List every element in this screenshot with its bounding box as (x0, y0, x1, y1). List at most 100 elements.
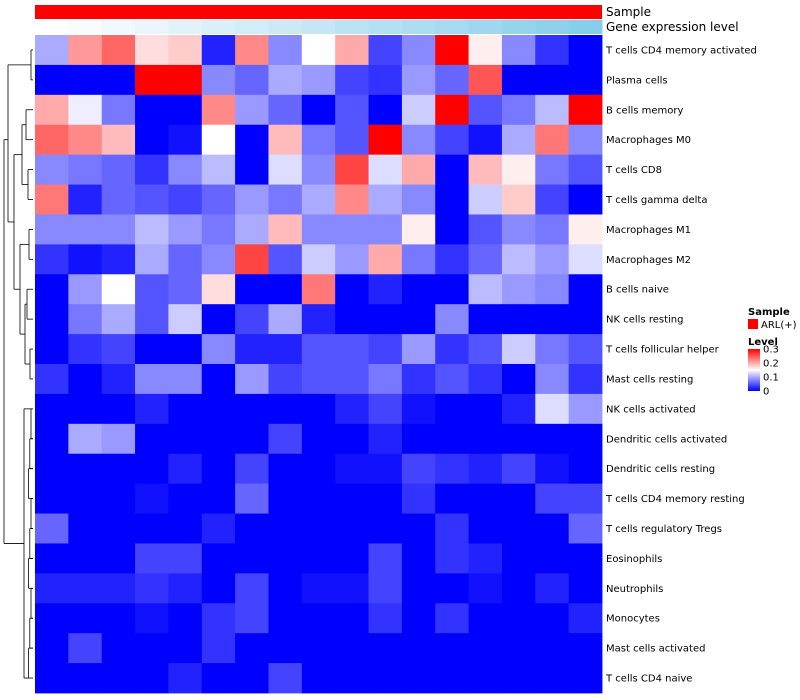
heatmap-cell (135, 124, 169, 156)
heatmap-cell (168, 35, 203, 66)
heatmap-cell (335, 304, 369, 335)
heatmap-cell (35, 304, 69, 335)
heatmap-cell (501, 393, 536, 425)
heatmap-cell (101, 94, 136, 126)
heatmap-cell (35, 633, 69, 664)
annotation-cell-expression (168, 20, 203, 34)
annotation-cell-expression (368, 20, 403, 34)
heatmap-cell (168, 423, 203, 455)
heatmap-cell (101, 573, 136, 604)
row-label: Eosinophils (606, 554, 662, 565)
heatmap-cell (201, 124, 236, 156)
legend-sample-swatch (748, 319, 758, 329)
heatmap-cell (135, 64, 169, 96)
heatmap-cell (568, 633, 603, 664)
heatmap-cell (135, 513, 169, 544)
heatmap-cell (435, 124, 469, 156)
heatmap-cell (535, 214, 570, 245)
heatmap-cell (468, 364, 503, 395)
heatmap-cell (201, 154, 236, 185)
heatmap-cell (235, 64, 269, 96)
heatmap-cell (535, 633, 570, 664)
heatmap-cell (435, 513, 469, 544)
heatmap-cell (468, 334, 503, 365)
heatmap-cell (68, 453, 103, 485)
heatmap-cell (135, 364, 169, 395)
row-label: T cells CD4 naive (605, 674, 692, 685)
row-label: NK cells resting (606, 315, 683, 326)
annotation-cell-expression (135, 20, 169, 34)
heatmap-cell (35, 453, 69, 485)
heatmap-cell (101, 483, 136, 514)
heatmap-cell (68, 573, 103, 604)
heatmap-cell (535, 603, 570, 634)
row-label: Plasma cells (606, 75, 668, 86)
heatmap-cell (235, 154, 269, 185)
heatmap-cell (301, 334, 336, 365)
heatmap-cell (68, 304, 103, 335)
heatmap-cell (568, 573, 603, 604)
heatmap-cell (301, 35, 336, 66)
heatmap-cell (368, 35, 403, 66)
heatmap-cell (468, 633, 503, 664)
heatmap-cell (235, 304, 269, 335)
heatmap-cell (368, 274, 403, 305)
heatmap-cell (568, 64, 603, 96)
heatmap-cell (201, 64, 236, 96)
row-label: Mast cells resting (606, 374, 693, 385)
heatmap-cell (435, 94, 469, 126)
heatmap-cell (435, 483, 469, 514)
heatmap-cell (435, 334, 469, 365)
annotation-bar-sample (35, 5, 602, 19)
heatmap-cell (335, 633, 369, 664)
heatmap-cell (335, 393, 369, 425)
heatmap-cell (301, 274, 336, 305)
annotation-cell-expression (501, 20, 536, 34)
heatmap-cell (535, 94, 570, 126)
heatmap-cell (168, 603, 203, 634)
heatmap-cell (101, 364, 136, 395)
heatmap-cell (501, 274, 536, 305)
heatmap-cell (335, 124, 369, 156)
heatmap-cell (268, 124, 303, 156)
heatmap-cell (168, 244, 203, 275)
row-label: B cells memory (606, 105, 683, 116)
heatmap-cell (435, 453, 469, 485)
heatmap-cell (268, 663, 303, 694)
heatmap-cell (435, 364, 469, 395)
heatmap-cell (301, 573, 336, 604)
heatmap-cell (568, 244, 603, 275)
heatmap-cell (135, 603, 169, 634)
heatmap-cell (301, 603, 336, 634)
heatmap-cell (335, 423, 369, 455)
heatmap-cell (235, 483, 269, 514)
heatmap-cell (501, 423, 536, 455)
heatmap-cell (535, 393, 570, 425)
heatmap-cell (135, 154, 169, 185)
heatmap-cell (201, 573, 236, 604)
heatmap-cell (501, 483, 536, 514)
heatmap-cell (368, 244, 403, 275)
heatmap-cell (301, 244, 336, 275)
heatmap-cell (501, 35, 536, 66)
heatmap-cell (101, 453, 136, 485)
heatmap-cell (535, 573, 570, 604)
heatmap-cell (101, 663, 136, 694)
heatmap-cell (235, 274, 269, 305)
heatmap-cell (268, 423, 303, 455)
annotation-cell-expression (68, 20, 103, 34)
heatmap-cell (368, 214, 403, 245)
heatmap-cell (501, 184, 536, 215)
heatmap-cell (68, 214, 103, 245)
heatmap-cell (301, 184, 336, 215)
annotation-cell-expression (335, 20, 370, 34)
heatmap-cell (168, 94, 203, 126)
heatmap-cell (335, 184, 369, 215)
heatmap-cell (301, 393, 336, 425)
heatmap-cell (168, 64, 203, 96)
heatmap-cell (368, 573, 403, 604)
heatmap-cell (301, 154, 336, 185)
heatmap-cell (501, 304, 536, 335)
heatmap-cell (135, 483, 169, 514)
heatmap-cell (468, 513, 503, 544)
